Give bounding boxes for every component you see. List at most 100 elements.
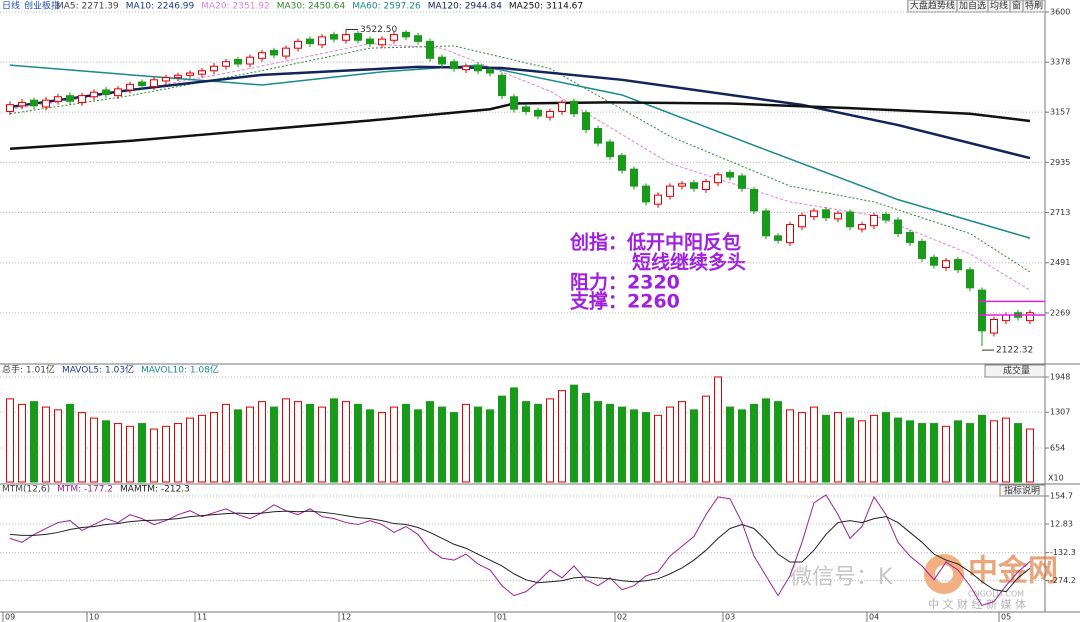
x-tick-label: 11 — [197, 613, 207, 622]
candle-body — [906, 231, 914, 244]
volume-bar — [678, 401, 686, 483]
volume-bar — [174, 423, 182, 483]
volume-bar — [906, 420, 914, 483]
volume-bar — [102, 420, 110, 483]
candle-body — [90, 91, 98, 98]
candle-body — [198, 70, 206, 75]
candle-body — [870, 214, 878, 227]
y-tick-label: 2713 — [1050, 208, 1070, 217]
x-tick-label: 01 — [497, 613, 507, 622]
volume-bar — [570, 384, 578, 483]
y-tick-label: 654 — [1050, 444, 1065, 453]
candle-body — [738, 175, 746, 189]
volume-bar — [246, 406, 254, 483]
volume-bar — [762, 398, 770, 483]
candle-body — [282, 47, 290, 57]
indicator-line — [9, 510, 1031, 593]
candle-body — [474, 64, 482, 72]
annotation-line: 阻力：2320 — [570, 271, 680, 294]
x-tick-label: 10 — [89, 613, 99, 622]
toolbar-button-label[interactable]: 大盘趋势线 — [910, 0, 955, 12]
candle-body — [1002, 314, 1010, 322]
volume-bar — [234, 409, 242, 483]
candle-body — [726, 172, 734, 178]
candle-body — [534, 109, 542, 117]
legend-entry: MA250: 3114.67 — [509, 2, 583, 12]
legend-entry: MA30: 2450.64 — [277, 2, 346, 12]
volume-bar — [474, 406, 482, 483]
y-tick-label: 1948 — [1050, 373, 1070, 382]
volume-bar — [558, 390, 566, 483]
candle-body — [1026, 312, 1034, 322]
volume-bar — [642, 412, 650, 483]
volume-bar — [270, 406, 278, 483]
candle-body — [846, 211, 854, 228]
candle-body — [654, 194, 662, 205]
candle-body — [894, 219, 902, 235]
volume-bar — [258, 401, 266, 483]
moving-average-line — [9, 43, 1031, 291]
volume-bar — [462, 403, 470, 483]
toolbar-button-label[interactable]: 特刷 — [1025, 0, 1043, 12]
x-tick-label: 05 — [1001, 613, 1011, 622]
candle-body — [762, 210, 770, 237]
volume-bar — [54, 409, 62, 483]
candle-body — [402, 31, 410, 38]
candle-body — [810, 210, 818, 218]
y-tick-label: 2491 — [1050, 258, 1070, 267]
candle-body — [570, 100, 578, 115]
help-button-label[interactable]: 指标说明 — [1004, 485, 1040, 497]
candle-body — [930, 256, 938, 266]
candle-body — [834, 212, 842, 220]
toolbar-button[interactable] — [907, 0, 958, 13]
legend-entry: MA10: 2246.99 — [126, 2, 195, 12]
candle-body — [378, 38, 386, 46]
volume-bar — [522, 401, 530, 483]
volume-bar — [726, 406, 734, 483]
legend-entry: MA20: 2351.92 — [201, 2, 269, 12]
volume-bar — [846, 417, 854, 483]
legend-entry: MA5: 2271.39 — [56, 2, 119, 12]
candle-body — [678, 183, 686, 187]
extreme-label: 2122.32 — [996, 346, 1033, 356]
candle-body — [306, 38, 314, 45]
moving-average-line — [9, 45, 1031, 273]
candle-body — [702, 181, 710, 190]
volume-bar — [438, 406, 446, 483]
toolbar-button-label[interactable]: 加自选 — [959, 0, 986, 12]
volume-bar — [390, 406, 398, 483]
volume-bar — [834, 412, 842, 483]
volume-bar — [282, 398, 290, 483]
candle-body — [366, 38, 374, 45]
candle-body — [78, 95, 86, 103]
volume-bar — [582, 392, 590, 483]
volume-bar — [990, 420, 998, 483]
y-tick-label: 12.83 — [1050, 519, 1073, 528]
volume-bar — [594, 401, 602, 483]
candle-body — [966, 269, 974, 289]
candle-body — [426, 40, 434, 59]
volume-bar — [498, 395, 506, 483]
candle-body — [54, 96, 62, 102]
candle-body — [582, 112, 590, 131]
volume-bar — [714, 376, 722, 483]
toolbar-button-label[interactable]: 窗 — [1012, 0, 1021, 12]
volume-bar — [966, 423, 974, 483]
toolbar-button-label[interactable]: 均线 — [990, 0, 1008, 12]
x-tick-label: 09 — [5, 613, 15, 622]
indicator-line — [9, 494, 1031, 607]
moving-average-line — [9, 65, 1031, 160]
volume-bar — [546, 398, 554, 483]
watermark-wechat: 微信号：K — [790, 565, 893, 590]
period-label: 日线 — [2, 0, 20, 12]
candle-body — [174, 74, 182, 79]
candle-body — [558, 101, 566, 112]
annotation-line: 支撑：2260 — [569, 290, 680, 313]
candle-body — [498, 74, 506, 97]
candle-body — [486, 69, 494, 74]
volume-bar — [918, 423, 926, 483]
candle-body — [246, 56, 254, 65]
help-button[interactable] — [999, 484, 1046, 497]
x-tick-label: 12 — [341, 613, 351, 622]
